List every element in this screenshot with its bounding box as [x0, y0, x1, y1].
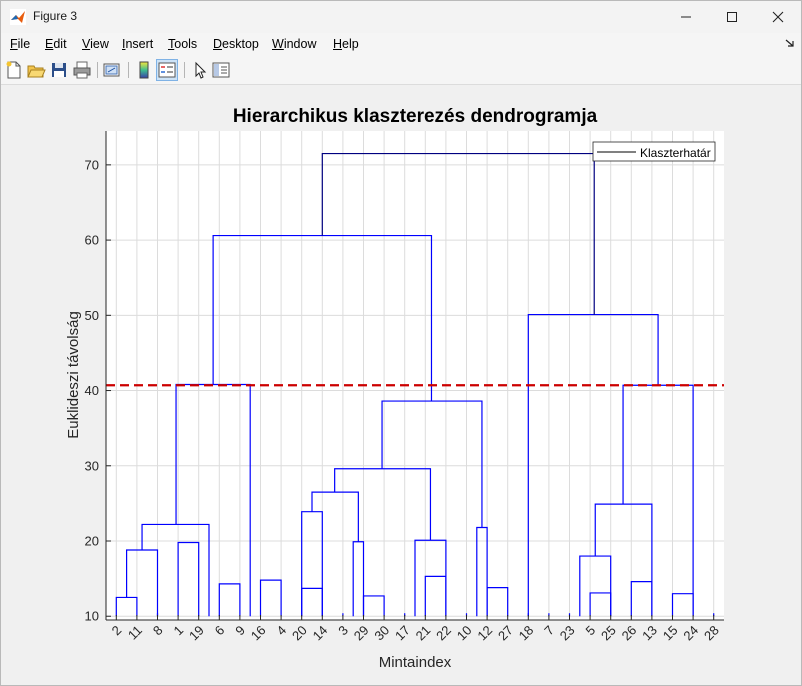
property-inspector-icon[interactable] — [211, 60, 231, 80]
x-tick-label: 13 — [639, 623, 660, 644]
x-tick-label: 16 — [248, 623, 269, 644]
matlab-logo-icon — [10, 9, 26, 25]
y-tick-label: 10 — [85, 609, 99, 624]
menu-file[interactable]: File — [10, 37, 31, 51]
y-tick-label: 30 — [85, 458, 99, 473]
minimize-button[interactable] — [663, 1, 709, 33]
x-tick-label: 27 — [495, 623, 516, 644]
menu-view[interactable]: View — [82, 37, 109, 51]
menu-help[interactable]: Help — [333, 37, 359, 51]
menu-desktop[interactable]: Desktop — [213, 37, 259, 51]
menu-window[interactable]: Window — [272, 37, 317, 51]
maximize-button[interactable] — [709, 1, 755, 33]
x-tick-label: 2 — [109, 623, 125, 639]
toolbar-separator — [184, 62, 185, 78]
x-tick-label: 26 — [619, 623, 640, 644]
menu-tools[interactable]: Tools — [168, 37, 198, 51]
toolbar-separator — [128, 62, 129, 78]
x-tick-label: 11 — [125, 623, 145, 643]
cluster-link — [175, 383, 251, 617]
x-tick-label: 10 — [454, 623, 475, 644]
legend-entry: Klaszterhatár — [640, 146, 711, 160]
x-tick-label: 24 — [680, 623, 701, 644]
leaf-merge-link — [115, 596, 138, 617]
x-tick-label: 7 — [541, 623, 557, 639]
dendrogram-links — [115, 152, 715, 617]
title-bar: Figure 3 — [1, 1, 801, 33]
x-tick-label: 14 — [310, 623, 331, 644]
legend-icon — [158, 62, 176, 78]
menu-bar: File Edit View Insert Tools Desktop Wind… — [1, 33, 801, 56]
x-tick-label: 17 — [392, 623, 413, 644]
y-tick-label: 60 — [85, 233, 99, 248]
x-tick-label: 4 — [273, 623, 289, 639]
legend-box — [592, 141, 716, 162]
legend-toggle-button[interactable] — [156, 59, 178, 81]
x-tick-label: 20 — [289, 623, 310, 644]
legend[interactable]: Klaszterhatár — [592, 141, 716, 162]
menu-edit[interactable]: Edit — [45, 37, 67, 51]
maximize-icon — [727, 12, 737, 22]
x-tick-label: 21 — [413, 623, 434, 644]
chart-title: Hierarchikus klaszterezés dendrogramja — [233, 106, 598, 127]
x-tick-label: 25 — [598, 623, 619, 644]
y-axis-ticks: 10 20 30 40 50 60 70 — [85, 157, 111, 624]
leaf-merge-link — [259, 579, 282, 617]
toolbar-separator — [97, 62, 98, 78]
x-tick-label: 22 — [433, 623, 454, 644]
new-figure-icon[interactable] — [4, 60, 24, 80]
x-tick-label: 1 — [170, 623, 186, 639]
cluster-link — [594, 503, 653, 617]
figure-canvas: 10 20 30 40 50 60 70 2 11 8 1 19 6 9 16 4 20 14 3 29 30 17 21… — [1, 85, 801, 685]
x-tick-label: 9 — [232, 623, 248, 639]
toolbar — [1, 56, 801, 85]
x-tick-label: 29 — [351, 623, 372, 644]
x-axis-label: Mintaindex — [379, 654, 452, 671]
menu-insert[interactable]: Insert — [122, 37, 154, 51]
x-tick-label: 12 — [474, 623, 495, 644]
cluster-link — [311, 491, 359, 542]
x-tick-label: 23 — [557, 623, 578, 644]
x-tick-label: 18 — [516, 623, 537, 644]
x-tick-label: 15 — [660, 623, 681, 644]
cluster-link — [141, 523, 210, 551]
cluster-link — [301, 511, 323, 617]
y-axis-label: Euklideszi távolság — [65, 311, 82, 439]
print-icon[interactable] — [72, 60, 92, 80]
y-tick-label: 20 — [85, 534, 99, 549]
x-tick-label: 8 — [150, 623, 166, 639]
link-plot-icon[interactable] — [102, 60, 122, 80]
x-tick-label: 19 — [186, 623, 207, 644]
close-button[interactable] — [755, 1, 801, 33]
edit-plot-pointer-icon[interactable] — [190, 60, 210, 80]
open-file-icon[interactable] — [26, 60, 46, 80]
cluster-link — [579, 555, 612, 617]
x-tick-label: 5 — [582, 623, 598, 639]
minimize-icon — [681, 16, 691, 18]
colorbar-icon[interactable] — [134, 60, 154, 80]
window-title: Figure 3 — [33, 9, 78, 23]
y-tick-label: 40 — [85, 383, 99, 398]
x-axis-ticks: 2 11 8 1 19 6 9 16 4 20 14 3 29 30 17 21 22 10 12 27 18 7 23 5 2… — [109, 615, 722, 643]
leaf-merge-link — [218, 583, 241, 617]
save-icon[interactable] — [49, 60, 69, 80]
cluster-link — [212, 234, 433, 402]
close-icon — [772, 11, 784, 23]
cluster-link — [527, 313, 659, 617]
x-tick-label: 30 — [371, 623, 392, 644]
undock-arrow-icon[interactable] — [785, 38, 795, 48]
x-tick-label: 3 — [335, 623, 351, 639]
y-tick-label: 50 — [85, 308, 99, 323]
leaf-merge-link — [177, 541, 200, 617]
x-tick-label: 28 — [701, 623, 722, 644]
cluster-link — [321, 152, 595, 315]
x-tick-label: 6 — [212, 623, 228, 639]
y-tick-label: 70 — [85, 157, 99, 172]
